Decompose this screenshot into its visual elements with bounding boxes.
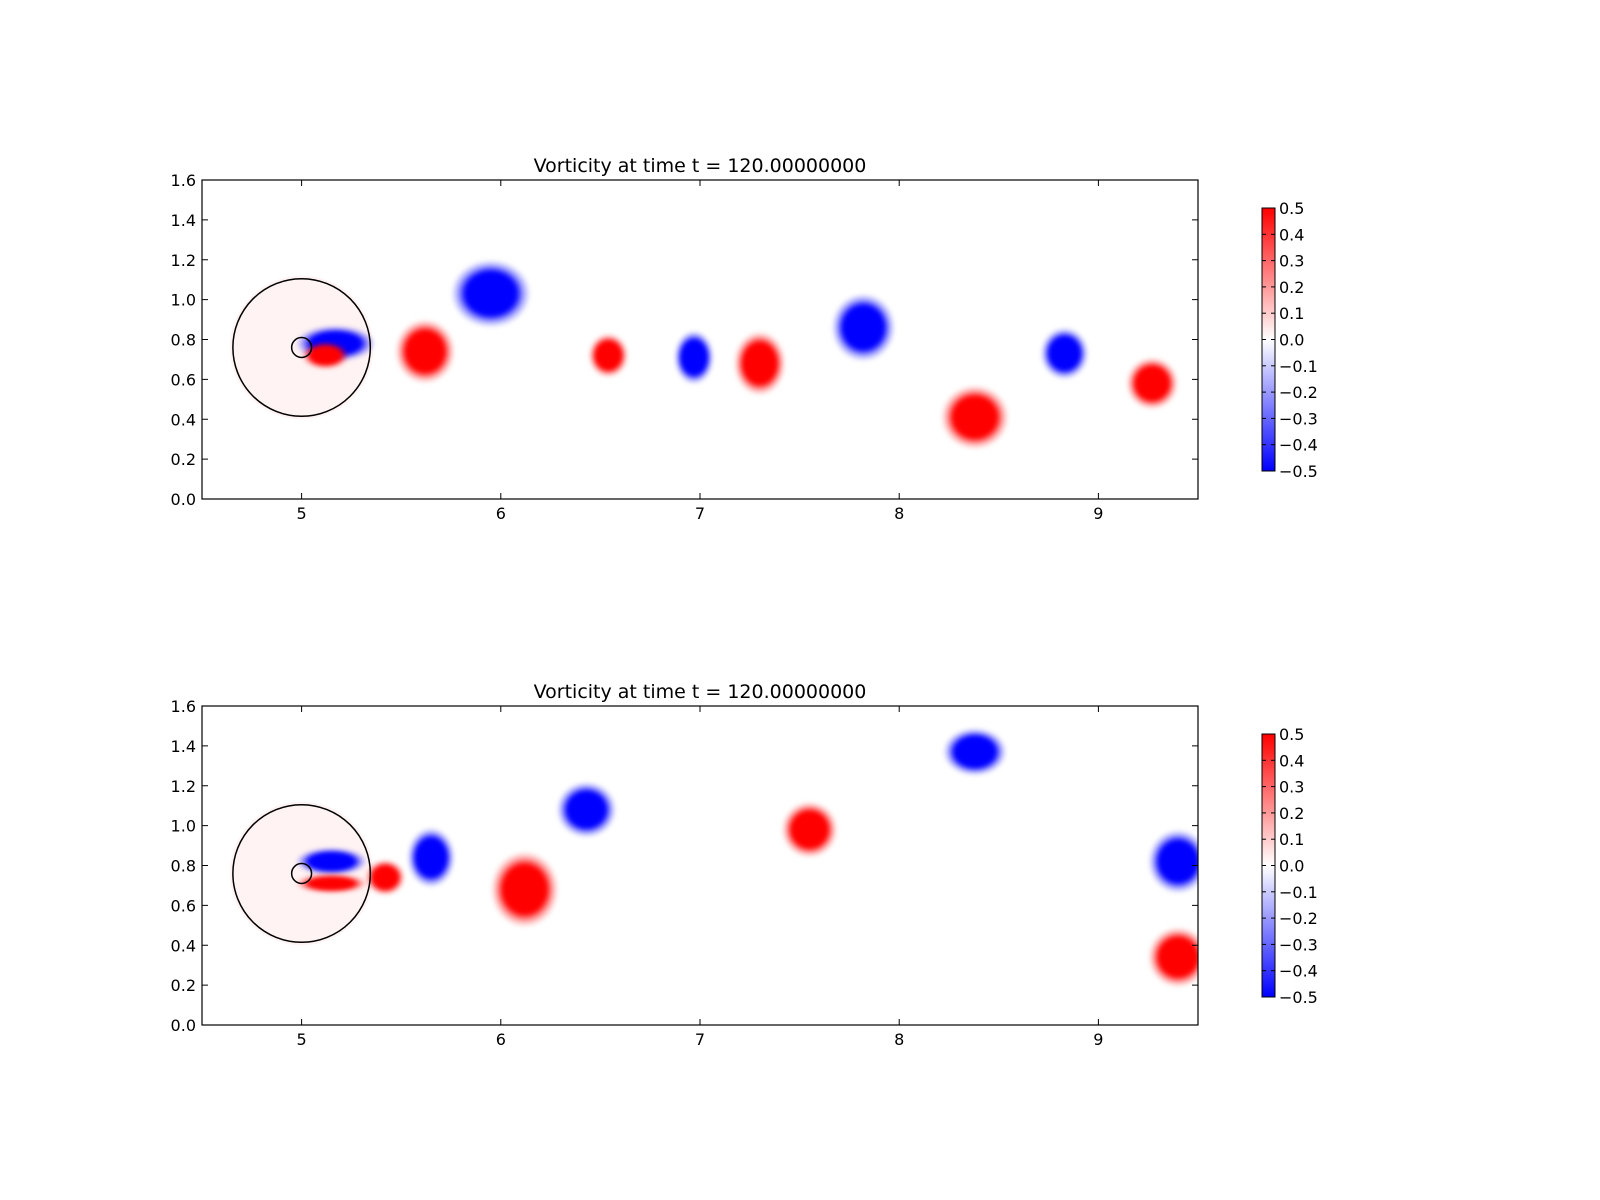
y-tick-label: 0.8 bbox=[171, 857, 196, 876]
colorbar-tick-label: −0.2 bbox=[1279, 909, 1318, 928]
vorticity-field bbox=[229, 727, 1198, 988]
negative-vortex bbox=[831, 293, 896, 362]
positive-vortex bbox=[295, 873, 368, 894]
colorbar-tick-label: 0.5 bbox=[1279, 199, 1304, 218]
colorbar: 0.5 0.4 0.3 0.2 0.1 0.0 −0.1 −0.2 −0.3 −0.4 −0.5 bbox=[1261, 199, 1318, 481]
positive-vortex bbox=[733, 331, 786, 396]
x-tick-label: 8 bbox=[894, 504, 904, 523]
y-tick-label: 0.4 bbox=[171, 936, 196, 955]
colorbar-tick-label: 0.5 bbox=[1279, 725, 1304, 744]
y-tick-label: 1.0 bbox=[171, 291, 196, 310]
y-tick-label: 0.0 bbox=[171, 1016, 196, 1035]
colorbar-tick-label: 0.4 bbox=[1279, 225, 1304, 244]
positive-vortex bbox=[588, 333, 629, 378]
panel-top: 5 6 7 8 9 0.0 0.2 0.4 0.6 0.8 1.0 1.2 1.4 1.6 Vorticit… bbox=[171, 155, 1318, 523]
y-tick-label: 0.2 bbox=[171, 450, 196, 469]
x-tick-label: 6 bbox=[496, 504, 506, 523]
y-tick-label: 0.2 bbox=[171, 976, 196, 995]
y-tick-label: 0.6 bbox=[171, 896, 196, 915]
x-tick-label: 9 bbox=[1093, 504, 1103, 523]
colorbar-tick-label: 0.1 bbox=[1279, 830, 1304, 849]
colorbar-tick-label: 0.2 bbox=[1279, 278, 1304, 297]
wake-tint bbox=[229, 801, 374, 946]
outer-circle bbox=[232, 277, 372, 418]
colorbar-tick-label: −0.2 bbox=[1279, 383, 1318, 402]
cylinder-circle bbox=[290, 862, 313, 885]
negative-vortex bbox=[1040, 327, 1089, 380]
cylinder-circle bbox=[290, 336, 313, 359]
negative-vortex bbox=[556, 781, 617, 838]
colorbar-tick-label: 0.3 bbox=[1279, 252, 1304, 271]
positive-vortex bbox=[1126, 357, 1179, 410]
y-tick-label: 1.6 bbox=[171, 171, 196, 190]
colorbar-tick-label: 0.2 bbox=[1279, 804, 1304, 823]
y-tick-label: 0.6 bbox=[171, 370, 196, 389]
vorticity-field bbox=[229, 259, 1179, 450]
y-tick-label: 0.0 bbox=[171, 490, 196, 509]
positive-vortex bbox=[365, 859, 406, 896]
colorbar-tick-label: 0.1 bbox=[1279, 304, 1304, 323]
positive-vortex bbox=[941, 385, 1009, 450]
y-tick-label: 1.2 bbox=[171, 251, 196, 270]
colorbar-tick-label: −0.3 bbox=[1279, 409, 1318, 428]
negative-vortex bbox=[407, 827, 455, 888]
colorbar-tick-label: −0.5 bbox=[1279, 988, 1318, 1007]
panel-bottom: 5 6 7 8 9 0.0 0.2 0.4 0.6 0.8 1.0 1.2 1.4 1.6 Vorticit… bbox=[171, 681, 1318, 1049]
colorbar-tick-label: 0.4 bbox=[1279, 751, 1304, 770]
positive-vortex bbox=[395, 319, 455, 384]
negative-vortex bbox=[295, 847, 368, 876]
y-tick-label: 1.4 bbox=[171, 737, 196, 756]
colorbar-tick-label: −0.3 bbox=[1279, 935, 1318, 954]
chart-title: Vorticity at time t = 120.00000000 bbox=[534, 681, 867, 703]
negative-vortex bbox=[1148, 829, 1198, 894]
colorbar-tick-label: −0.4 bbox=[1279, 436, 1318, 455]
x-tick-label: 7 bbox=[695, 504, 705, 523]
colorbar-tick-label: −0.5 bbox=[1279, 462, 1318, 481]
y-tick-label: 0.4 bbox=[171, 410, 196, 429]
colorbar-tick-label: 0.3 bbox=[1279, 778, 1304, 797]
y-tick-label: 1.6 bbox=[171, 697, 196, 716]
x-tick-label: 6 bbox=[496, 1030, 506, 1049]
positive-vortex bbox=[490, 851, 559, 928]
y-tick-label: 0.8 bbox=[171, 331, 196, 350]
colorbar: 0.5 0.4 0.3 0.2 0.1 0.0 −0.1 −0.2 −0.3 −0.4 −0.5 bbox=[1261, 725, 1318, 1007]
chart-title: Vorticity at time t = 120.00000000 bbox=[534, 155, 867, 177]
colorbar-tick-label: −0.4 bbox=[1279, 962, 1318, 981]
x-tick-label: 9 bbox=[1093, 1030, 1103, 1049]
colorbar-tick-label: −0.1 bbox=[1279, 357, 1318, 376]
y-tick-label: 1.0 bbox=[171, 817, 196, 836]
negative-vortex bbox=[943, 727, 1007, 776]
outer-circle bbox=[232, 803, 372, 944]
positive-vortex bbox=[1148, 927, 1198, 988]
negative-vortex bbox=[451, 259, 531, 328]
colorbar-tick-label: −0.1 bbox=[1279, 883, 1318, 902]
x-tick-label: 5 bbox=[297, 1030, 307, 1049]
colorbar-tick-label: 0.0 bbox=[1279, 331, 1304, 350]
negative-vortex bbox=[674, 330, 714, 385]
x-tick-label: 8 bbox=[894, 1030, 904, 1049]
positive-vortex bbox=[781, 801, 838, 858]
y-tick-label: 1.4 bbox=[171, 211, 196, 230]
positive-vortex bbox=[301, 341, 350, 370]
x-tick-label: 7 bbox=[695, 1030, 705, 1049]
colorbar-tick-label: 0.0 bbox=[1279, 857, 1304, 876]
x-tick-label: 5 bbox=[297, 504, 307, 523]
y-tick-label: 1.2 bbox=[171, 777, 196, 796]
